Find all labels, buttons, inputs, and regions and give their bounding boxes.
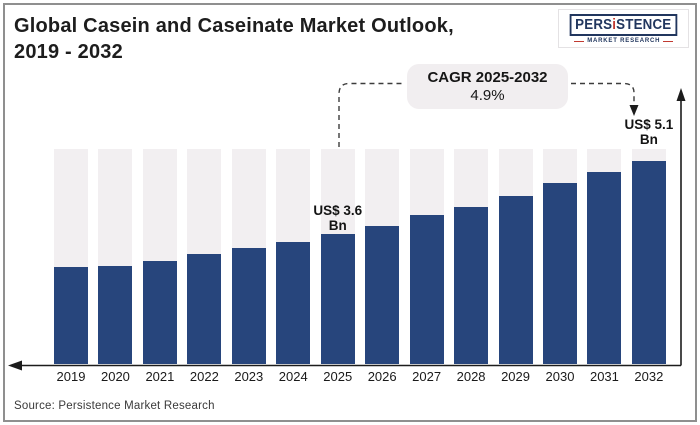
- brand-name-pre: PERS: [575, 17, 613, 33]
- y-axis-arrow-icon: [676, 88, 686, 101]
- bar-track-2019: [54, 149, 88, 364]
- cagr-period: CAGR 2025-2032: [427, 68, 548, 86]
- bar-2024: [276, 242, 311, 364]
- x-label-2026: 2026: [367, 369, 397, 384]
- x-label-2020: 2020: [100, 369, 130, 384]
- x-label-2021: 2021: [145, 369, 175, 384]
- x-label-2022: 2022: [189, 369, 219, 384]
- x-label-2024: 2024: [278, 369, 308, 384]
- bar-2027: [409, 215, 444, 364]
- brand-name-i: i: [612, 17, 617, 33]
- cagr-annotation: CAGR 2025-2032 4.9%: [407, 64, 568, 109]
- x-label-2027: 2027: [412, 369, 442, 384]
- bar-track-2028: [454, 149, 489, 364]
- brand-name-post: STENCE: [616, 17, 672, 33]
- tagline-dash-right: [663, 40, 674, 42]
- title-line-2: 2019 - 2032: [14, 41, 123, 63]
- bar-track-2024: [276, 149, 311, 364]
- bar-track-2022: [187, 149, 222, 364]
- title-line-1: Global Casein and Caseinate Market Outlo…: [14, 15, 454, 37]
- brand-tagline-text: MARKET RESEARCH: [587, 38, 661, 44]
- tagline-dash-left: [574, 40, 585, 42]
- bar-track-2029: [498, 149, 533, 364]
- x-label-2028: 2028: [456, 369, 486, 384]
- bar-2030: [542, 182, 577, 364]
- brand-wordmark: PERSiSTENCE: [570, 14, 678, 36]
- bar-track-2030: [542, 149, 577, 364]
- x-label-2019: 2019: [56, 369, 86, 384]
- bar-2032: [631, 161, 666, 364]
- bars-container: US$ 3.6 Bn US$ 5.1 Bn: [54, 117, 673, 364]
- bar-2029: [498, 196, 533, 364]
- x-axis-arrow-icon: [8, 360, 22, 371]
- bar-track-2026: [365, 149, 400, 364]
- bar-2021: [142, 261, 177, 364]
- cagr-connector-right: [571, 82, 635, 105]
- bar-2026: [365, 225, 400, 364]
- cagr-arrow-down-icon: [629, 105, 639, 116]
- bar-track-2025: US$ 3.6 Bn: [313, 149, 362, 364]
- bar-track-2021: [142, 149, 177, 364]
- x-label-2025: 2025: [323, 369, 353, 384]
- x-label-2023: 2023: [234, 369, 264, 384]
- x-label-2031: 2031: [589, 369, 619, 384]
- bar-track-2027: [409, 149, 444, 364]
- x-label-2029: 2029: [501, 369, 530, 384]
- bar-track-2032: US$ 5.1 Bn: [625, 117, 673, 364]
- bar-track-2023: [231, 149, 266, 364]
- brand-tagline: MARKET RESEARCH: [565, 38, 682, 44]
- cagr-connector-left: [338, 82, 404, 147]
- x-label-2030: 2030: [545, 369, 575, 384]
- bar-2025: [320, 233, 355, 364]
- value-label-2032: US$ 5.1 Bn: [624, 117, 674, 147]
- bar-2019: [54, 267, 88, 364]
- bar-2028: [454, 207, 489, 364]
- source-note: Source: Persistence Market Research: [14, 400, 215, 412]
- cagr-value: 4.9%: [470, 86, 505, 104]
- bar-2031: [587, 172, 622, 364]
- x-axis-labels: 2019 2020 2021 2022 2023 2024 2025 2026 2027 2028…: [54, 369, 666, 384]
- x-label-2032: 2032: [634, 369, 664, 384]
- page-title: Global Casein and Caseinate Market Outlo…: [14, 13, 454, 65]
- bar-track-2031: [587, 149, 622, 364]
- bar-track-2020: [98, 149, 133, 364]
- bar-2023: [231, 247, 266, 364]
- bar-2022: [187, 253, 222, 364]
- value-label-2025: US$ 3.6 Bn: [313, 202, 363, 233]
- brand-logo: PERSiSTENCE MARKET RESEARCH: [558, 9, 689, 48]
- bar-2020: [98, 265, 133, 364]
